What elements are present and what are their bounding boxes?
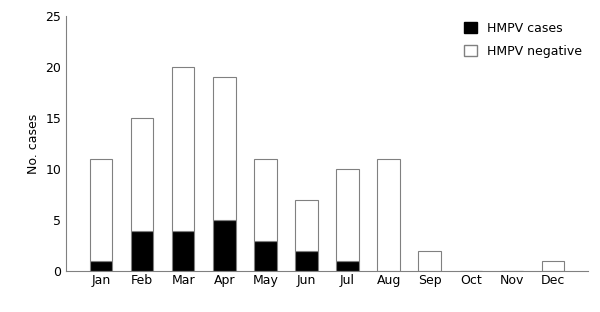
Bar xyxy=(131,231,154,271)
Bar xyxy=(172,67,194,231)
Bar xyxy=(336,169,359,261)
Bar xyxy=(172,231,194,271)
Bar xyxy=(254,241,277,271)
Bar xyxy=(254,159,277,241)
Bar xyxy=(213,77,236,220)
Bar xyxy=(336,261,359,271)
Bar xyxy=(295,251,318,271)
Bar xyxy=(90,159,112,261)
Bar xyxy=(295,200,318,251)
Bar xyxy=(377,159,400,271)
Y-axis label: No. cases: No. cases xyxy=(27,113,40,174)
Bar xyxy=(542,261,564,271)
Bar xyxy=(213,220,236,271)
Bar xyxy=(131,118,154,231)
Legend: HMPV cases, HMPV negative: HMPV cases, HMPV negative xyxy=(464,22,582,58)
Bar xyxy=(418,251,441,271)
Bar xyxy=(90,261,112,271)
